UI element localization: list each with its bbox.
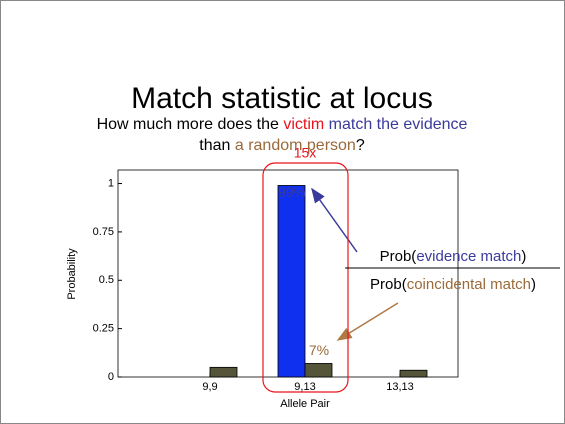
y-tick-label: 0.25 (93, 323, 114, 335)
x-tick-label: 13,13 (386, 381, 414, 393)
fraction-part: coincidental match (407, 276, 531, 293)
subtitle-part: How much more does the (97, 116, 284, 133)
bar (399, 369, 428, 378)
value-label: 7% (309, 342, 329, 358)
bar (304, 363, 333, 378)
fraction-part: ) (521, 248, 526, 265)
value-label: 99% (278, 184, 306, 200)
subtitle: than a random person? (199, 137, 365, 154)
subtitle-part: match the evidence (324, 116, 467, 133)
subtitle-part: victim (283, 116, 324, 133)
y-tick-label: 0.75 (93, 226, 114, 238)
subtitle-part: than (199, 137, 235, 154)
x-tick-label: 9,13 (294, 381, 315, 393)
y-axis-label: Probability (66, 248, 78, 300)
highlight-box (262, 162, 349, 393)
fraction-part: evidence match (416, 248, 521, 265)
subtitle-part: a random person (235, 137, 356, 154)
fraction-part: ) (531, 276, 536, 293)
subtitle-part: ? (356, 137, 365, 154)
y-tick-label: 0 (108, 371, 114, 383)
fraction-part: Prob( (370, 276, 407, 293)
fraction-part: Prob( (380, 248, 417, 265)
bar (209, 366, 238, 378)
chart-title: Match statistic at locus (131, 82, 433, 115)
arrow (311, 187, 358, 253)
y-tick-label: 0.5 (99, 274, 114, 286)
bar (277, 185, 306, 378)
y-tick-label: 1 (108, 177, 114, 189)
fraction-numerator: Prob(evidence match) (380, 248, 527, 265)
subtitle: How much more does the victim match the … (97, 116, 468, 133)
fraction-denominator: Prob(coincidental match) (370, 276, 536, 293)
x-axis-label: Allele Pair (280, 398, 330, 410)
x-tick-label: 9,9 (202, 381, 217, 393)
ratio-label: 15x (294, 145, 317, 161)
